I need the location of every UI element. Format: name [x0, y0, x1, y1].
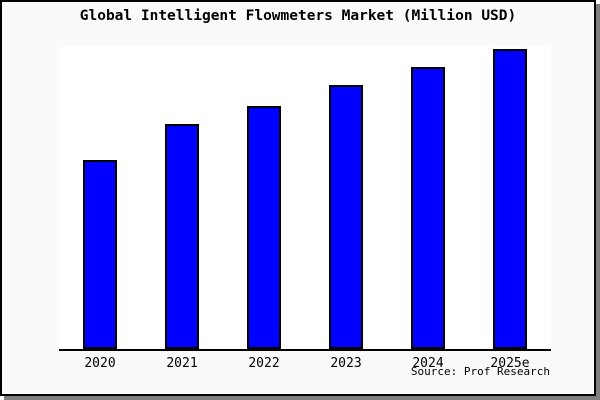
bar-2023	[329, 85, 363, 349]
x-axis-labels: 2020 2021 2022 2023 2024 2025e	[59, 356, 551, 371]
x-tick-label-2021: 2021	[166, 356, 198, 371]
bar-2021	[165, 124, 199, 349]
chart-title: Global Intelligent Flowmeters Market (Mi…	[79, 8, 517, 24]
bar-slot	[59, 47, 141, 349]
x-tick-label-2022: 2022	[248, 356, 280, 371]
bar-2020	[83, 160, 117, 349]
x-tick-label-2025e: 2025e	[490, 356, 530, 371]
bar-slot	[387, 47, 469, 349]
bars-row	[59, 47, 551, 349]
bar-slot	[223, 47, 305, 349]
source-note: Source: Prof Research	[410, 365, 550, 378]
bar-slot	[305, 47, 387, 349]
bar-slot	[469, 47, 551, 349]
x-tick-label-2024: 2024	[412, 356, 444, 371]
x-tick-label-2023: 2023	[330, 356, 362, 371]
plot-area	[59, 47, 551, 351]
bar-slot	[141, 47, 223, 349]
bar-2024	[411, 67, 445, 349]
bar-2022	[247, 106, 281, 349]
x-tick-label-2020: 2020	[84, 356, 116, 371]
bar-2025e	[493, 49, 527, 349]
